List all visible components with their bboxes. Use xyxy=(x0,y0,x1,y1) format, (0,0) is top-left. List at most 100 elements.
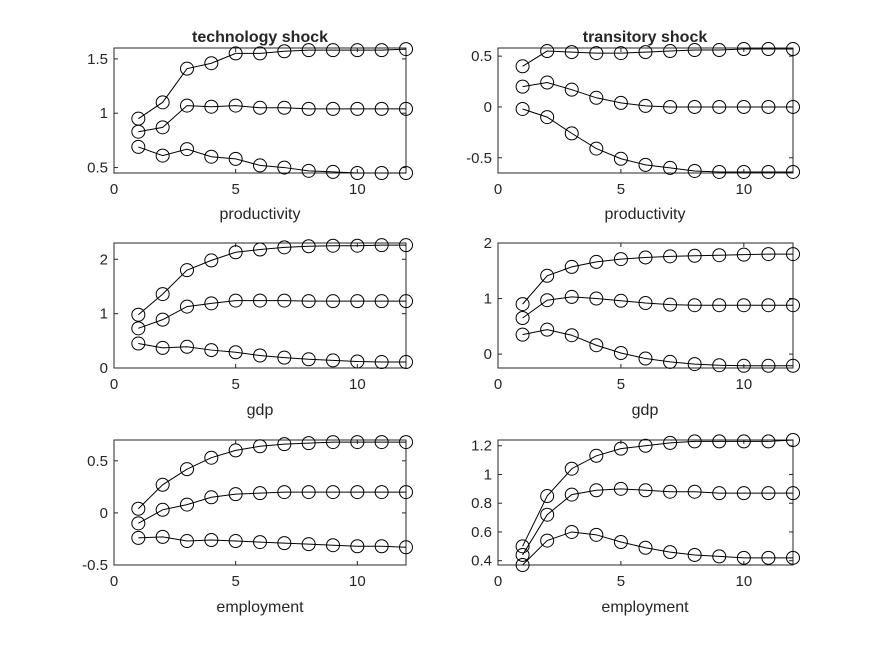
data-point-marker xyxy=(736,358,751,373)
data-point-marker xyxy=(204,296,219,311)
data-point-marker xyxy=(638,296,653,310)
data-point-marker xyxy=(761,164,776,179)
data-point-marker xyxy=(277,293,292,308)
data-point-marker xyxy=(638,98,653,113)
data-point-marker xyxy=(301,352,316,367)
data-point-marker xyxy=(613,441,628,456)
x-tick-label: 0 xyxy=(110,573,118,590)
data-point-marker xyxy=(228,151,243,166)
data-point-marker xyxy=(663,354,678,369)
data-point-marker xyxy=(712,164,727,179)
y-tick-label: 0.8 xyxy=(471,495,492,512)
data-point-marker xyxy=(540,489,555,504)
x-tick-label: 5 xyxy=(617,181,625,198)
data-point-marker xyxy=(589,141,604,156)
series-line-1 xyxy=(522,48,793,67)
data-point-marker xyxy=(180,462,194,477)
data-point-marker xyxy=(687,298,702,313)
data-point-marker xyxy=(515,547,530,562)
data-point-marker xyxy=(180,534,194,549)
data-point-marker xyxy=(228,245,243,260)
data-point-marker xyxy=(399,540,413,555)
data-point-marker xyxy=(131,124,146,139)
data-point-marker xyxy=(589,448,604,463)
x-tick-label: 5 xyxy=(617,376,625,393)
data-point-marker xyxy=(253,100,267,115)
data-point-marker xyxy=(374,294,389,309)
x-tick-label: 5 xyxy=(617,573,625,590)
data-point-marker xyxy=(326,353,340,368)
panel-technology-employment: employment 0 5 10-0.500.5 xyxy=(82,435,413,616)
data-point-marker xyxy=(204,56,219,71)
data-point-marker xyxy=(663,484,678,499)
data-point-marker xyxy=(736,164,751,179)
data-point-marker xyxy=(180,263,194,278)
data-point-marker xyxy=(374,355,389,370)
data-point-marker xyxy=(350,43,365,58)
series-line-3 xyxy=(522,108,793,173)
data-point-marker xyxy=(540,110,555,125)
data-point-marker xyxy=(399,101,413,116)
ticks: 0 5 10 0 1 2 xyxy=(100,243,406,393)
data-point-marker xyxy=(350,294,365,309)
data-point-marker xyxy=(277,100,292,115)
y-tick-label: 1 xyxy=(100,105,108,122)
data-point-marker xyxy=(736,247,751,262)
data-point-marker xyxy=(131,336,146,351)
panel-transitory-employment: employment 0 5 10 0.4 0.6 0.8 1 1.2 xyxy=(471,433,800,616)
data-point-marker xyxy=(786,358,800,373)
data-point-marker xyxy=(228,345,243,360)
data-point-marker xyxy=(638,351,653,366)
data-point-marker xyxy=(687,547,702,562)
data-point-marker xyxy=(687,357,702,372)
y-tick-label: 0.5 xyxy=(87,453,108,470)
data-point-marker xyxy=(761,42,776,57)
data-point-marker xyxy=(638,45,653,60)
data-point-marker xyxy=(399,355,413,370)
y-tick-label: 0 xyxy=(484,99,492,116)
data-point-marker xyxy=(350,166,365,180)
data-point-marker xyxy=(399,238,413,253)
data-point-marker xyxy=(301,163,316,178)
data-point-marker xyxy=(736,99,751,114)
y-tick-label: 2 xyxy=(100,251,108,268)
x-axis-label: productivity xyxy=(605,206,686,223)
data-point-marker xyxy=(374,435,389,450)
data-point-marker xyxy=(589,338,604,353)
data-point-marker xyxy=(712,434,727,449)
plot-area xyxy=(515,247,800,373)
data-point-marker xyxy=(180,339,194,354)
x-axis-label: employment xyxy=(601,599,689,616)
panel-transitory-gdp: gdp 0 5 10 0 1 2 xyxy=(484,235,800,419)
data-point-marker xyxy=(663,44,678,59)
x-axis-label: employment xyxy=(216,599,304,616)
data-point-marker xyxy=(277,485,292,500)
series-line-3 xyxy=(138,536,407,548)
ticks: 0 5 10 0.5 1 1.5 xyxy=(87,48,406,198)
data-point-marker xyxy=(204,533,219,547)
data-point-marker xyxy=(712,549,727,564)
data-point-marker xyxy=(131,530,146,545)
data-point-marker xyxy=(131,307,146,322)
data-point-marker xyxy=(131,321,146,336)
data-point-marker xyxy=(540,507,555,522)
data-point-marker xyxy=(253,348,267,363)
data-point-marker xyxy=(761,434,776,449)
data-point-marker xyxy=(712,298,727,313)
data-point-marker xyxy=(712,43,727,58)
data-point-marker xyxy=(326,538,340,553)
y-tick-label: 2 xyxy=(484,235,492,252)
x-tick-label: 0 xyxy=(494,573,502,590)
x-tick-label: 0 xyxy=(110,181,118,198)
data-point-marker xyxy=(155,120,170,135)
data-point-marker xyxy=(589,46,604,61)
data-point-marker xyxy=(786,433,800,447)
data-point-marker xyxy=(786,298,800,313)
data-point-marker xyxy=(301,485,316,500)
data-point-marker xyxy=(761,99,776,114)
data-point-marker xyxy=(540,44,555,59)
data-point-marker xyxy=(374,485,389,500)
x-axis-label: gdp xyxy=(247,402,274,419)
y-tick-label: 1 xyxy=(100,306,108,323)
data-point-marker xyxy=(589,291,604,306)
